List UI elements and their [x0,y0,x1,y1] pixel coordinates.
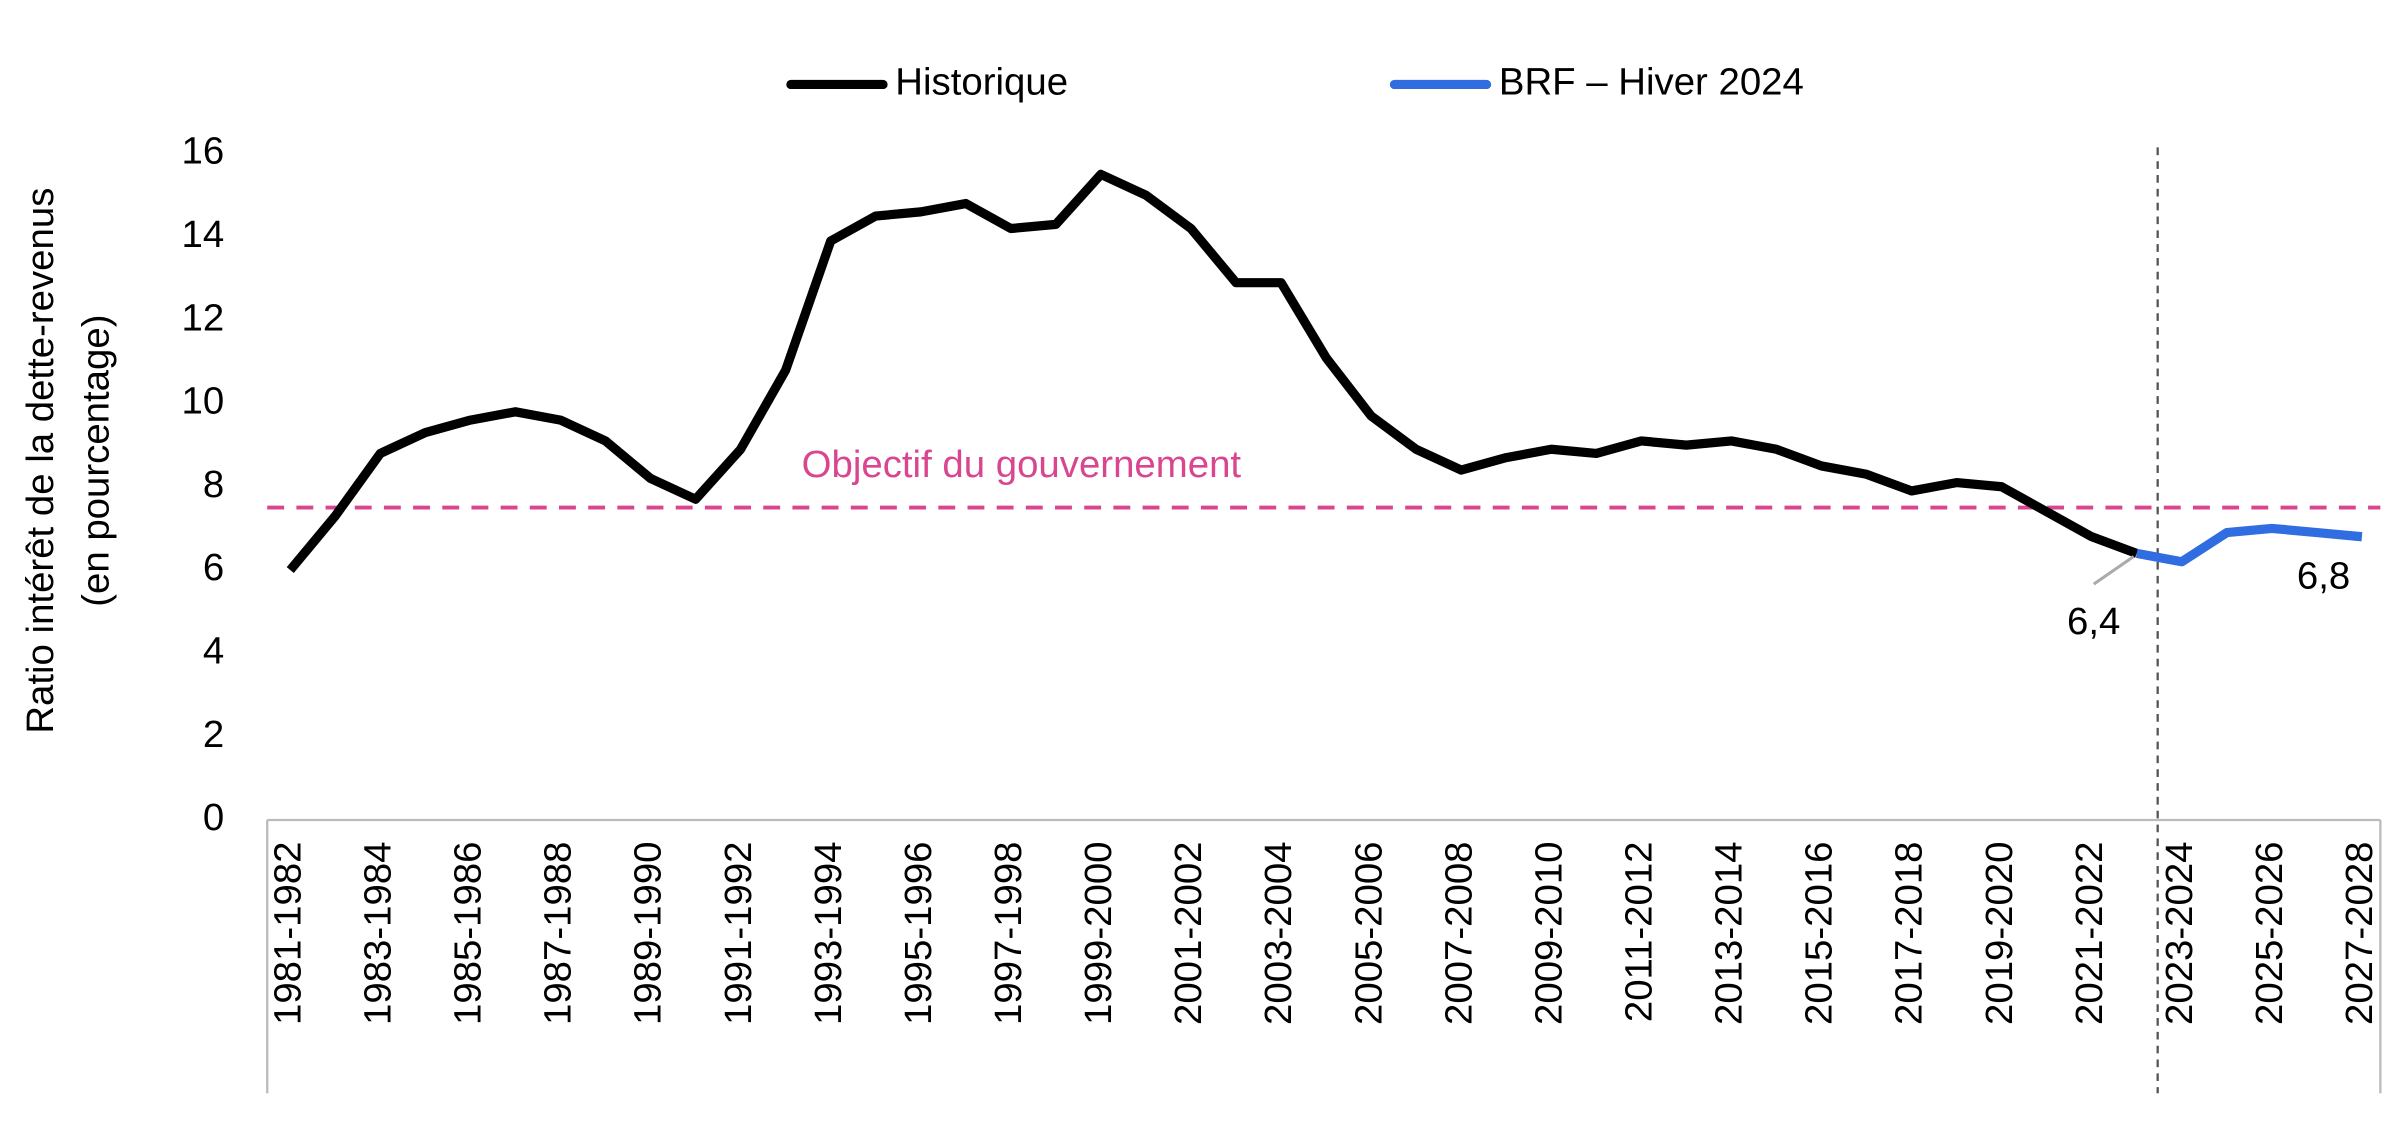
x-tick-label: 1987-1988 [537,841,580,1025]
y-tick-label: 12 [182,296,225,339]
axis-frame [266,818,2382,1094]
x-tick-label: 1989-1990 [627,841,670,1025]
x-tick-label: 2025-2026 [2248,841,2291,1025]
x-tick-label: 2011-2012 [1617,841,1660,1022]
data-label: 6,4 [2067,600,2120,643]
y-tick-label: 6 [203,546,224,589]
x-tick-label: 1981-1982 [266,841,309,1025]
x-tick-label: 1991-1992 [717,841,760,1025]
x-tick-label: 2001-2002 [1167,841,1210,1025]
x-tick-label: 2023-2024 [2158,841,2201,1025]
x-tick-label: 2009-2010 [1527,841,1570,1025]
x-tick-label: 1997-1998 [987,841,1030,1025]
x-tick-label: 1999-2000 [1077,841,1120,1025]
y-axis-title: (en pourcentage) [74,315,117,607]
target-label: Objectif du gouvernement [802,443,1242,486]
x-tick-label: 2017-2018 [1888,841,1931,1025]
x-tick-label: 1983-1984 [356,841,399,1025]
x-tick-label: 2015-2016 [1798,841,1841,1025]
y-tick-label: 14 [182,213,225,256]
leader-line [2092,555,2135,586]
x-tick-label: 2019-2020 [1978,841,2021,1025]
y-axis-title: Ratio intérêt de la dette-revenus [19,188,62,734]
legend-label: Historique [895,61,1068,104]
legend-label: BRF – Hiver 2024 [1499,61,1804,104]
x-tick-label: 2003-2004 [1257,841,1300,1025]
x-tick-label: 2021-2022 [2068,841,2111,1025]
series-line [286,169,2139,574]
y-tick-label: 16 [182,130,225,173]
y-tick-label: 2 [203,713,224,756]
y-tick-label: 4 [203,630,224,673]
series-line [2135,523,2363,567]
x-tick-label: 2013-2014 [1708,841,1751,1025]
y-tick-label: 8 [203,463,224,506]
y-tick-label: 10 [182,380,225,423]
data-label: 6,8 [2297,554,2350,597]
x-tick-label: 1993-1994 [807,841,850,1025]
x-tick-label: 1985-1986 [447,841,490,1025]
x-tick-label: 2005-2006 [1347,841,1390,1025]
x-tick-label: 2027-2028 [2338,841,2381,1025]
y-tick-label: 0 [203,796,224,839]
x-tick-label: 2007-2008 [1437,841,1480,1025]
x-tick-label: 1995-1996 [897,841,940,1025]
